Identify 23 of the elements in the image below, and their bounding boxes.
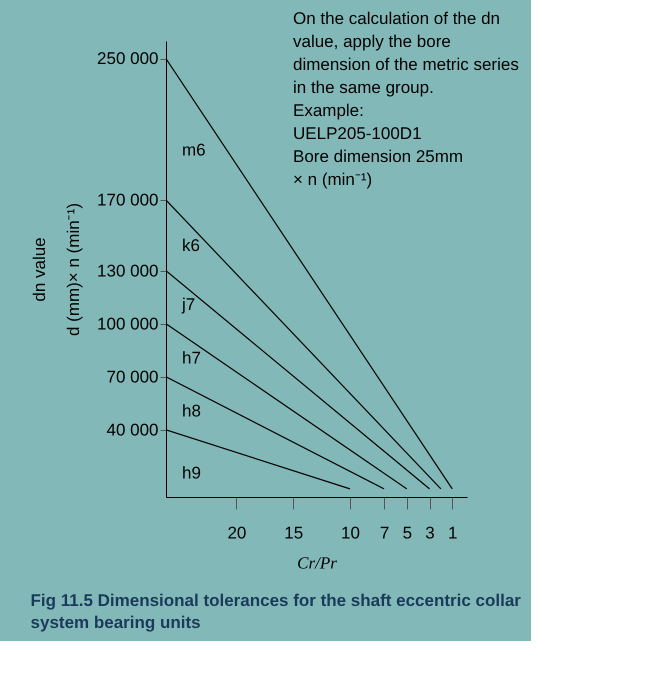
y-tick-label: 250 000 xyxy=(97,49,158,68)
x-tick-label: 7 xyxy=(380,524,390,542)
series-label: m6 xyxy=(182,140,206,160)
x-tick-label: 1 xyxy=(448,524,458,542)
y-tick-label: 170 000 xyxy=(97,190,158,210)
annotation: On the calculation of the dn value, apply the bore dimension of the metric series in the same group. Example: UELP205-100D1 Bore dimension 25mm × n (min⁻¹) xyxy=(293,9,519,189)
x-tick-label: 10 xyxy=(341,524,360,542)
y-tick-label: 70 000 xyxy=(106,367,158,386)
series-label: k6 xyxy=(182,236,200,256)
x-tick-label: 3 xyxy=(425,524,435,542)
x-tick-label: 15 xyxy=(284,524,304,542)
y-axis-title: dn value d (mm)× n (min⁻¹) xyxy=(30,202,84,336)
series-label: h7 xyxy=(182,348,201,368)
series-label: h8 xyxy=(182,401,201,420)
x-tick-label: 20 xyxy=(227,524,246,542)
y-tick-label: 100 000 xyxy=(97,314,158,334)
text: Fig 11.5 Dimensional tolerances for the shaft eccentric collar system bearing units xyxy=(30,591,522,632)
x-axis-title: Cr/Pr xyxy=(297,554,338,572)
x-tick-label: 5 xyxy=(402,524,412,542)
series-label: h9 xyxy=(182,463,201,482)
series-label: j7 xyxy=(181,295,196,314)
y-tick-label: 40 000 xyxy=(106,420,158,440)
y-tick-label: 130 000 xyxy=(97,261,158,280)
